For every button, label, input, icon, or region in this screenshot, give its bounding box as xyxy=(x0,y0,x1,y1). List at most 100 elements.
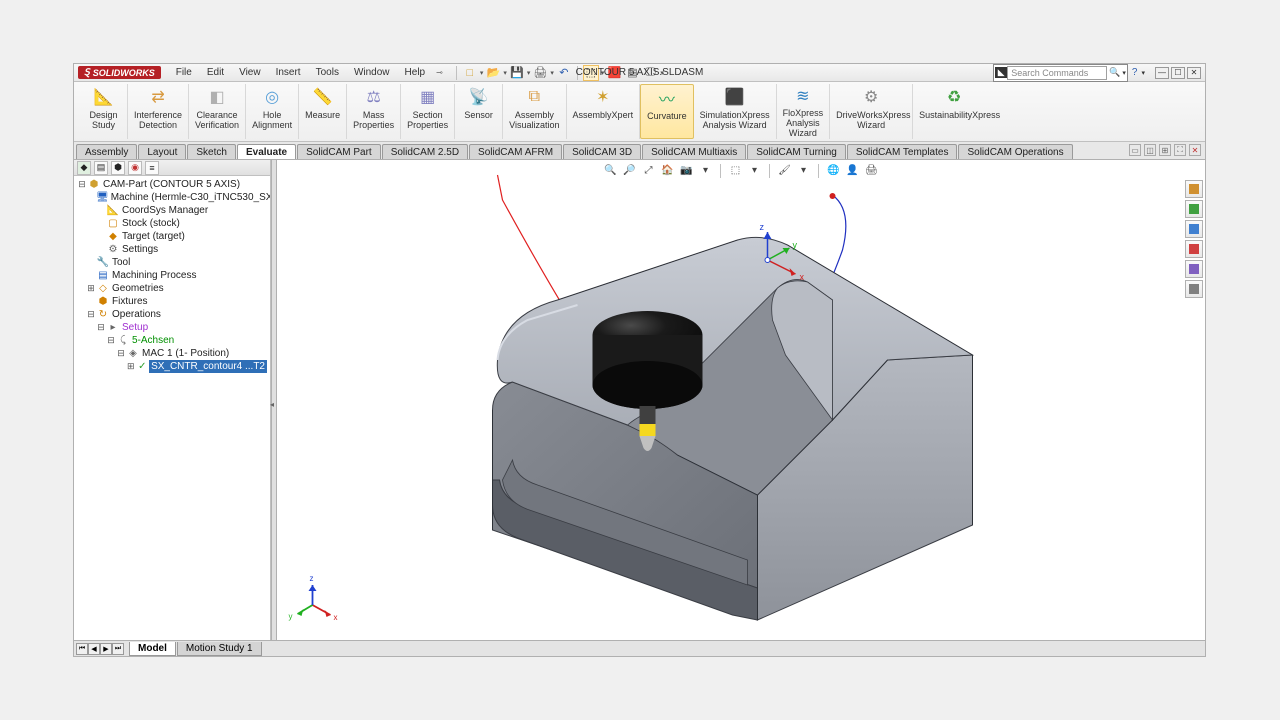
pane-single-icon[interactable]: ▭ xyxy=(1129,144,1141,156)
tab-solidcam-operations[interactable]: SolidCAM Operations xyxy=(958,144,1072,159)
ribbon-assemblyxpert[interactable]: ✶AssemblyXpert xyxy=(567,84,641,139)
view-tool-icon[interactable]: 📷 xyxy=(679,163,694,178)
expand-icon[interactable]: ⊟ xyxy=(77,178,87,191)
view-tool-icon[interactable]: ▾ xyxy=(796,163,811,178)
expand-icon[interactable]: ⊞ xyxy=(126,360,136,373)
menu-tools[interactable]: Tools xyxy=(309,65,346,80)
tree-node[interactable]: ▤Machining Process xyxy=(76,269,268,282)
tree-node[interactable]: ⬢Fixtures xyxy=(76,295,268,308)
new-icon[interactable]: □ xyxy=(462,65,478,81)
view-tool-icon[interactable]: 🖌 xyxy=(777,163,792,178)
3d-viewport[interactable]: 🔍 🔎 ⤢ 🏠 📷 ▾ ⬚ ▾ 🖌 ▾ 🌐 👤 🖨 xyxy=(277,160,1205,640)
taskpane-tab-icon[interactable] xyxy=(1185,260,1203,278)
pane-dual-icon[interactable]: ◫ xyxy=(1144,144,1156,156)
ribbon-simulationxpress[interactable]: ⬛SimulationXpressAnalysis Wizard xyxy=(694,84,777,139)
ribbon-mass[interactable]: ⚖MassProperties xyxy=(347,84,401,139)
taskpane-tab-icon[interactable] xyxy=(1185,180,1203,198)
ribbon-interference[interactable]: ⇄InterferenceDetection xyxy=(128,84,189,139)
pane-quad-icon[interactable]: ⊞ xyxy=(1159,144,1171,156)
menu-help[interactable]: Help xyxy=(398,65,433,80)
tree-tab2-icon[interactable]: ▤ xyxy=(94,161,108,175)
tree-tab5-icon[interactable]: ≡ xyxy=(145,161,159,175)
tab-solidcam-2-5d[interactable]: SolidCAM 2.5D xyxy=(382,144,468,159)
expand-icon[interactable]: ⊟ xyxy=(106,334,116,347)
expand-icon[interactable]: ⊟ xyxy=(96,321,106,334)
view-tool-icon[interactable]: 🔎 xyxy=(622,163,637,178)
tree-node[interactable]: ⊞✓SX_CNTR_contour4 ...T2 xyxy=(76,360,268,373)
print-icon[interactable]: 🖨 xyxy=(532,65,548,81)
help-icon[interactable]: ? xyxy=(1132,67,1138,78)
menu-file[interactable]: File xyxy=(169,65,199,80)
pane-close-icon[interactable]: ✕ xyxy=(1189,144,1201,156)
tab-solidcam-part[interactable]: SolidCAM Part xyxy=(297,144,381,159)
tree-tab1-icon[interactable]: ◆ xyxy=(77,161,91,175)
view-tool-icon[interactable]: ▾ xyxy=(698,163,713,178)
tree-tab4-icon[interactable]: ◉ xyxy=(128,161,142,175)
view-tool-icon[interactable]: 🔍 xyxy=(603,163,618,178)
tree-node[interactable]: ⊞◇Geometries xyxy=(76,282,268,295)
view-tool-icon[interactable]: 👤 xyxy=(845,163,860,178)
tab-solidcam-templates[interactable]: SolidCAM Templates xyxy=(847,144,958,159)
feature-tree[interactable]: ⊟ ⬢ CAM-Part (CONTOUR 5 AXIS) 🖥Machine (… xyxy=(74,176,270,640)
ribbon-floxpress[interactable]: ≋FloXpressAnalysisWizard xyxy=(777,84,831,139)
expand-icon[interactable]: ⊞ xyxy=(86,282,96,295)
expand-icon[interactable]: ⊟ xyxy=(116,347,126,360)
menu-view[interactable]: View xyxy=(232,65,268,80)
ribbon-hole[interactable]: ◎HoleAlignment xyxy=(246,84,299,139)
view-tool-icon[interactable]: ⬚ xyxy=(728,163,743,178)
tree-node[interactable]: ⊟↻Operations xyxy=(76,308,268,321)
tree-node[interactable]: ⊟◈MAC 1 (1- Position) xyxy=(76,347,268,360)
menu-window[interactable]: Window xyxy=(347,65,397,80)
search-commands[interactable]: ◣ Search Commands 🔍▾ xyxy=(993,64,1128,82)
view-tool-icon[interactable]: ▾ xyxy=(747,163,762,178)
ribbon-sustainabilityxpress[interactable]: ♻SustainabilityXpress xyxy=(913,84,995,139)
tab-evaluate[interactable]: Evaluate xyxy=(237,144,296,159)
tab-layout[interactable]: Layout xyxy=(138,144,186,159)
tree-tab3-icon[interactable]: ⬢ xyxy=(111,161,125,175)
ribbon-design[interactable]: 📐DesignStudy xyxy=(80,84,128,139)
ribbon-assembly[interactable]: ⧉AssemblyVisualization xyxy=(503,84,566,139)
view-tool-icon[interactable]: 🖨 xyxy=(864,163,879,178)
nav-prev-icon[interactable]: ◀ xyxy=(88,643,100,655)
nav-last-icon[interactable]: ⏭ xyxy=(112,643,124,655)
restore-button[interactable]: ☐ xyxy=(1171,67,1185,79)
ribbon-clearance[interactable]: ◧ClearanceVerification xyxy=(189,84,246,139)
bottom-tab-model[interactable]: Model xyxy=(129,642,176,656)
search-input[interactable]: Search Commands xyxy=(1007,66,1107,80)
tree-node[interactable]: 🖥Machine (Hermle-C30_iTNC530_SX_TZeng) xyxy=(76,191,268,204)
undo-icon[interactable]: ↶ xyxy=(556,65,572,81)
tab-solidcam-multiaxis[interactable]: SolidCAM Multiaxis xyxy=(642,144,746,159)
tree-node[interactable]: 🔧Tool xyxy=(76,256,268,269)
tab-solidcam-afrm[interactable]: SolidCAM AFRM xyxy=(469,144,562,159)
ribbon-sensor[interactable]: 📡Sensor xyxy=(455,84,503,139)
minimize-button[interactable]: — xyxy=(1155,67,1169,79)
nav-first-icon[interactable]: ⏮ xyxy=(76,643,88,655)
open-icon[interactable]: 📂 xyxy=(485,65,501,81)
tree-node[interactable]: 📐CoordSys Manager xyxy=(76,204,268,217)
tree-node[interactable]: ◆Target (target) xyxy=(76,230,268,243)
taskpane-tab-icon[interactable] xyxy=(1185,200,1203,218)
tree-node[interactable]: ⊟⤹5-Achsen xyxy=(76,334,268,347)
save-icon[interactable]: 💾 xyxy=(509,65,525,81)
tab-solidcam-3d[interactable]: SolidCAM 3D xyxy=(563,144,641,159)
tree-root[interactable]: ⊟ ⬢ CAM-Part (CONTOUR 5 AXIS) xyxy=(76,178,268,191)
tab-solidcam-turning[interactable]: SolidCAM Turning xyxy=(747,144,846,159)
taskpane-tab-icon[interactable] xyxy=(1185,280,1203,298)
menu-pin-icon[interactable]: ⊸ xyxy=(436,68,443,77)
tree-node[interactable]: ⚙Settings xyxy=(76,243,268,256)
tab-assembly[interactable]: Assembly xyxy=(76,144,137,159)
expand-icon[interactable]: ⊟ xyxy=(86,308,96,321)
ribbon-section[interactable]: ▦SectionProperties xyxy=(401,84,455,139)
view-tool-icon[interactable]: 🌐 xyxy=(826,163,841,178)
ribbon-measure[interactable]: 📏Measure xyxy=(299,84,347,139)
view-tool-icon[interactable]: 🏠 xyxy=(660,163,675,178)
view-tool-icon[interactable]: ⤢ xyxy=(641,163,656,178)
search-icon[interactable]: 🔍 xyxy=(1107,67,1122,78)
ribbon-driveworksxpress[interactable]: ⚙DriveWorksXpressWizard xyxy=(830,84,913,139)
pane-max-icon[interactable]: ⛶ xyxy=(1174,144,1186,156)
tree-node[interactable]: ⊟▸Setup xyxy=(76,321,268,334)
menu-edit[interactable]: Edit xyxy=(200,65,231,80)
taskpane-tab-icon[interactable] xyxy=(1185,220,1203,238)
tree-node[interactable]: ▢Stock (stock) xyxy=(76,217,268,230)
taskpane-tab-icon[interactable] xyxy=(1185,240,1203,258)
